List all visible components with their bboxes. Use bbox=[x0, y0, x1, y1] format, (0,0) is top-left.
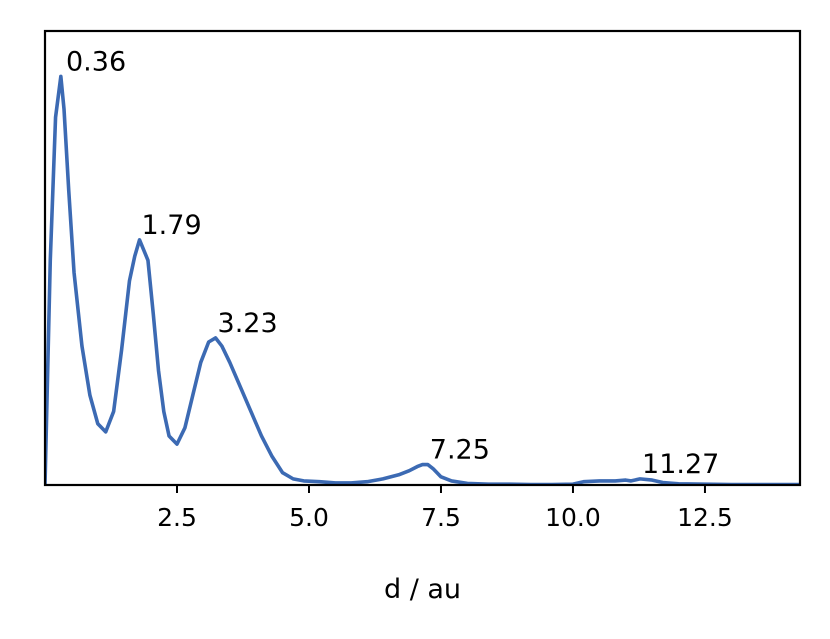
peak-label: 7.25 bbox=[430, 435, 490, 466]
peak-label: 3.23 bbox=[218, 308, 278, 339]
peak-annotations: 0.36 1.79 3.23 7.25 11.27 bbox=[66, 46, 719, 479]
series-line-0 bbox=[45, 74, 800, 485]
peak-label: 11.27 bbox=[642, 449, 719, 480]
x-axis-label: d / au bbox=[384, 574, 461, 605]
x-tick-label: 7.5 bbox=[421, 503, 461, 532]
data-layer bbox=[45, 74, 800, 485]
x-tick-label: 5.0 bbox=[289, 503, 329, 532]
axes-frame bbox=[43, 29, 802, 487]
peak-label: 0.36 bbox=[66, 46, 126, 77]
x-tick-label: 10.0 bbox=[545, 503, 601, 532]
x-tick-label: 12.5 bbox=[677, 503, 733, 532]
x-tick-label: 2.5 bbox=[157, 503, 197, 532]
peak-label: 1.79 bbox=[142, 210, 202, 241]
x-axis-ticks: 2.5 5.0 7.5 10.0 12.5 bbox=[157, 485, 733, 532]
